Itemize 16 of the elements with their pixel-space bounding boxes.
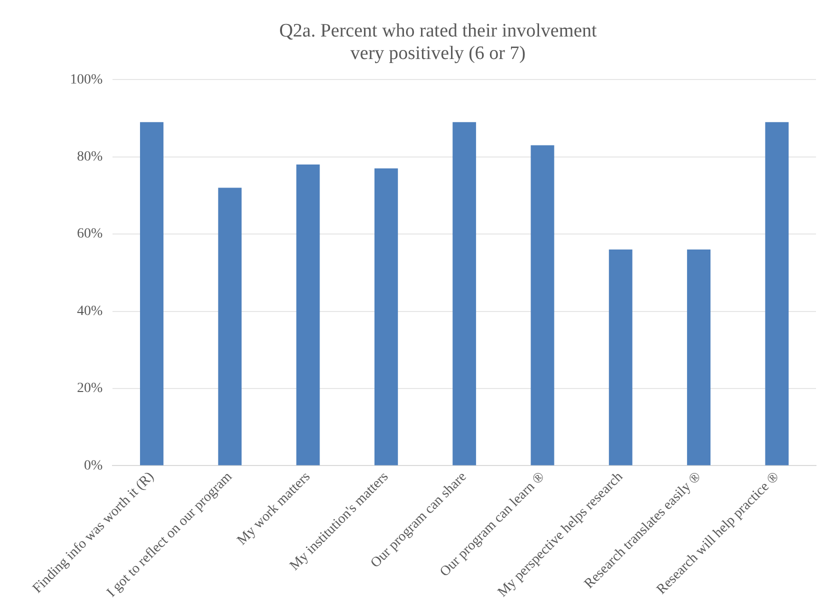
y-tick-label: 0%: [84, 458, 103, 474]
y-tick-label: 20%: [76, 381, 103, 396]
bar: [687, 249, 710, 466]
bar: [765, 122, 789, 466]
y-tick-label: 80%: [76, 149, 103, 164]
bar: [218, 188, 242, 466]
bar: [140, 122, 164, 466]
chart-title: Q2a. Percent who rated their involvement very positively (6 or 7): [279, 20, 598, 64]
bar: [530, 145, 554, 466]
bar: [608, 249, 632, 466]
bar: [374, 168, 398, 466]
y-tick-label: 40%: [76, 304, 103, 319]
y-tick-label: 60%: [76, 226, 103, 242]
bar: [296, 164, 320, 466]
y-tick-label: 100%: [70, 72, 103, 88]
bar: [452, 122, 476, 466]
